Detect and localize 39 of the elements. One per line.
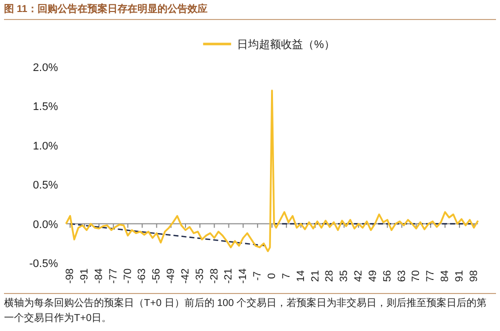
x-tick-label: -77 <box>107 268 120 284</box>
x-tick-label: 14 <box>294 270 307 282</box>
y-tick-label: 0.0% <box>32 218 58 231</box>
line-series <box>65 90 479 252</box>
x-tick-label: 0 <box>266 272 278 279</box>
x-tick-label: 91 <box>453 270 466 282</box>
x-tick-label: -35 <box>194 268 206 284</box>
x-tick-label: 77 <box>424 270 437 282</box>
x-tick-label: -56 <box>150 268 163 284</box>
x-tick-label: 56 <box>381 270 394 282</box>
x-tick-label: -98 <box>64 268 76 284</box>
x-tick-label: 70 <box>410 270 422 282</box>
x-tick-label: 98 <box>468 270 480 282</box>
x-tick-label: 28 <box>324 270 336 282</box>
x-tick-label: 7 <box>280 272 292 279</box>
y-tick-label: 1.5% <box>32 101 58 114</box>
x-tick-label: 63 <box>396 270 408 282</box>
y-tick-label: 2.0% <box>32 62 58 74</box>
x-tick-label: -91 <box>78 268 91 284</box>
x-tick-label: -28 <box>208 268 220 284</box>
x-tick-label: -63 <box>136 268 148 284</box>
chart-title: 图 11：回购公告在预案日存在明显的公告效应 <box>4 2 496 20</box>
x-tick-label: -49 <box>165 268 178 284</box>
x-tick-label: 42 <box>352 270 365 282</box>
y-tick-label: 1.0% <box>32 140 58 152</box>
legend-label: 日均超额收益（%） <box>237 38 335 51</box>
x-tick-label: -84 <box>92 268 105 284</box>
x-tick-label: 49 <box>366 270 379 282</box>
x-tick-label: -70 <box>122 268 134 284</box>
x-tick-label: -7 <box>252 271 264 281</box>
x-tick-label: -42 <box>179 268 192 284</box>
y-tick-label: -0.5% <box>29 258 58 270</box>
y-tick-label: 0.5% <box>32 180 58 192</box>
x-tick-label: 35 <box>338 270 350 282</box>
text: 横轴为每条回购公告的预案日（T+0 日）前后的 100 个交易日，若预案日为非交易日，则后推至预案日后的第一个交易日作为T+0日。 <box>4 293 496 326</box>
x-tick-label: 21 <box>309 270 322 282</box>
x-tick-label: -21 <box>222 268 235 284</box>
x-tick-label: 84 <box>439 270 452 282</box>
x-tick-label: -14 <box>237 268 250 284</box>
